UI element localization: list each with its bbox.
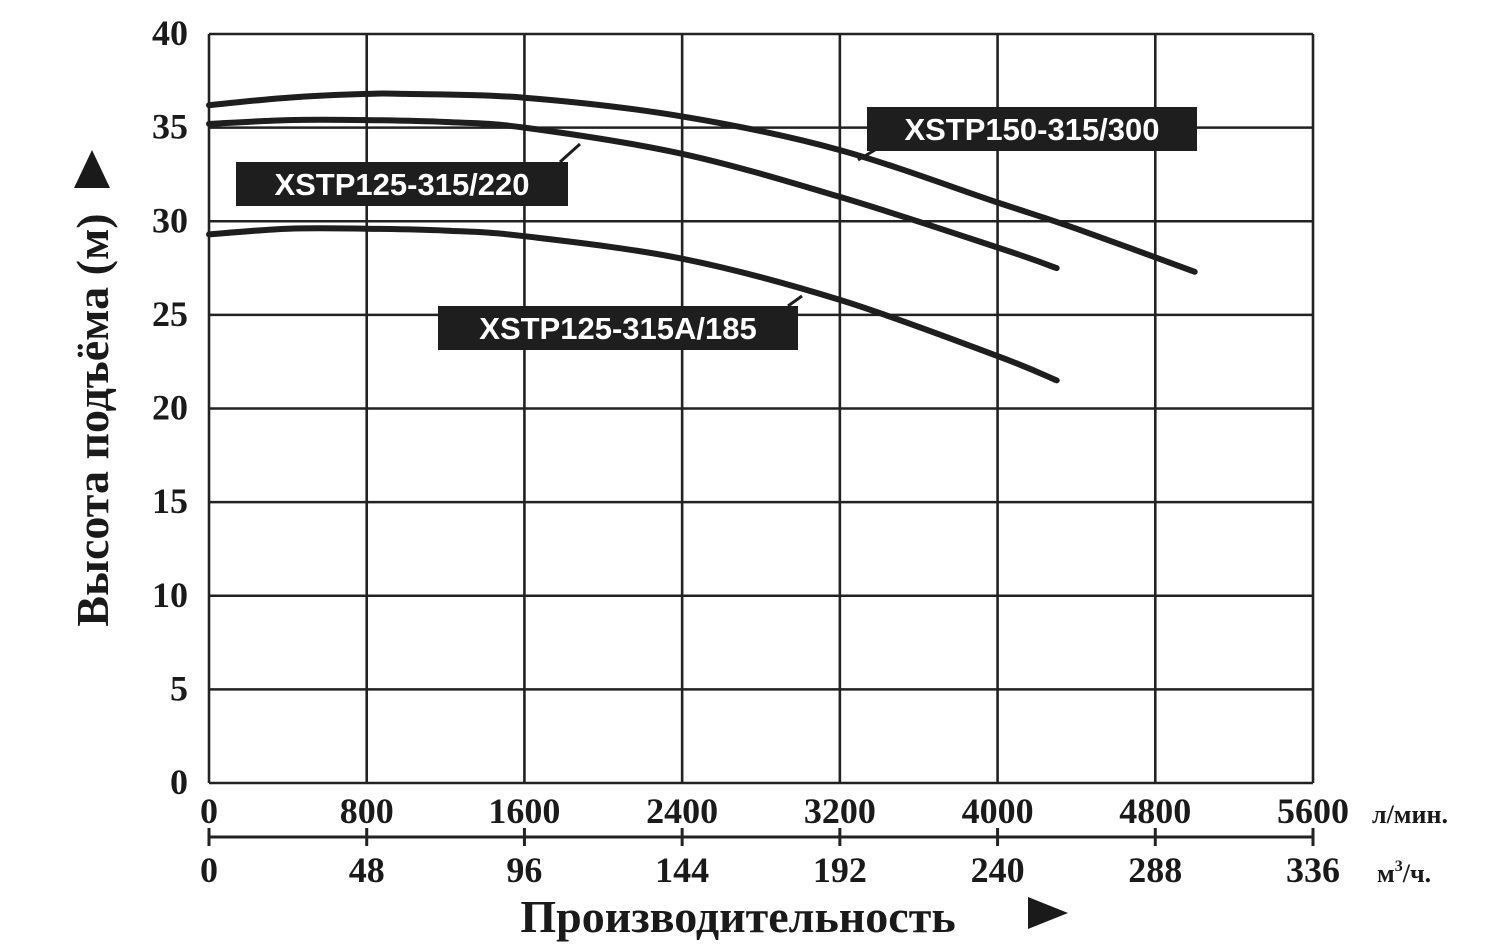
series-label-text: XSTP150-315/300	[904, 112, 1159, 147]
x-tick-label: 1600	[488, 791, 560, 831]
y-tick-label: 25	[152, 294, 188, 334]
series-curve	[206, 116, 1060, 272]
x-tick-label: 800	[340, 791, 394, 831]
x-axis-unit-lpm: л/мин.	[1372, 800, 1448, 829]
pump-curves	[206, 90, 1198, 384]
x-tick-label: 4800	[1119, 791, 1191, 831]
x-tick-label: 0	[200, 791, 218, 831]
x2-tick-label: 192	[813, 850, 867, 890]
series-curve	[206, 225, 1060, 384]
x2-tick-label: 288	[1128, 850, 1182, 890]
y-tick-label: 30	[152, 200, 188, 240]
x2-unit-tail: /ч.	[1402, 859, 1431, 888]
x-tick-label: 2400	[646, 791, 718, 831]
y-tick-label: 5	[170, 668, 188, 708]
series-label-leader	[558, 142, 582, 164]
x2-tick-label: 144	[655, 850, 709, 890]
y-tick-label: 35	[152, 107, 188, 147]
x2-tick-label: 0	[200, 850, 218, 890]
series-label-box	[438, 306, 798, 350]
series-label-text: XSTP125-315A/185	[479, 311, 756, 346]
y-axis-arrow-icon	[74, 150, 110, 188]
x2-axis-unit-m3h: м3/ч.	[1377, 858, 1431, 888]
series-curve	[206, 90, 1198, 275]
x-axis-title: Производительность	[520, 891, 955, 942]
axis-ticks: 0510152025303540008004816009624001443200…	[152, 13, 1349, 890]
x2-unit-main: м	[1377, 859, 1395, 888]
y-tick-label: 40	[152, 13, 188, 53]
series-labels: XSTP150-315/300 XSTP125-315/220 XSTP125-31…	[236, 107, 1197, 350]
y-tick-label: 0	[170, 762, 188, 802]
y-tick-label: 10	[152, 575, 188, 615]
series-label-box	[867, 107, 1197, 151]
x2-tick-label: 48	[349, 850, 385, 890]
x-tick-label: 4000	[962, 791, 1034, 831]
x-tick-label: 3200	[804, 791, 876, 831]
series-label-text: XSTP125-315/220	[274, 167, 529, 202]
x-axis-arrow-icon	[1028, 897, 1068, 929]
y-tick-label: 20	[152, 388, 188, 428]
x-tick-label: 5600	[1277, 791, 1349, 831]
x2-tick-label: 96	[506, 850, 542, 890]
series-label-box	[236, 162, 568, 206]
y-axis-title: Высота подъёма (м)	[67, 213, 118, 626]
x2-tick-label: 336	[1286, 850, 1340, 890]
x2-tick-label: 240	[971, 850, 1025, 890]
x2-unit-sup: 3	[1395, 858, 1403, 875]
series-label-leader	[787, 294, 803, 308]
y-tick-label: 15	[152, 481, 188, 521]
